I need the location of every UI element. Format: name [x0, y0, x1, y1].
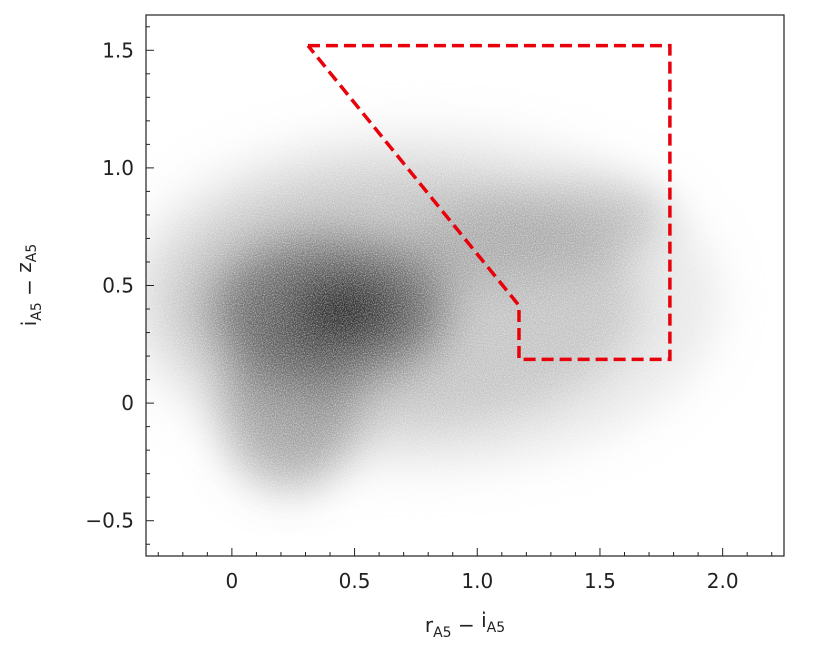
x-axis-label: rA5 − iA5 — [425, 608, 505, 641]
axis-label-part: − — [17, 273, 41, 302]
axis-label-part: i — [481, 608, 487, 632]
y-tick-label: 0 — [121, 391, 134, 415]
axis-label-subscript: A5 — [487, 620, 505, 636]
x-tick-label: 1.5 — [584, 569, 616, 593]
x-tick-label: 0.5 — [339, 569, 371, 593]
x-tick-label: 0 — [226, 569, 239, 593]
axis-label-subscript: A5 — [29, 302, 45, 320]
selection-region — [306, 43, 672, 362]
density-cloud — [146, 15, 784, 556]
x-tick-label: 1.0 — [461, 569, 493, 593]
y-axis-label: iA5 − zA5 — [12, 244, 45, 327]
y-tick-label: 1.0 — [102, 156, 134, 180]
y-tick-label: 1.5 — [102, 38, 134, 62]
axis-label-part: i — [17, 321, 41, 327]
y-tick-label: 0.5 — [102, 274, 134, 298]
axis-label-part: − — [452, 613, 481, 637]
axis-label-subscript: A5 — [433, 625, 451, 641]
axis-label-subscript: A5 — [24, 244, 40, 262]
axis-label-part: z — [12, 262, 36, 273]
x-tick-label: 2.0 — [707, 569, 739, 593]
axis-label-part: r — [425, 613, 434, 637]
y-tick-label: −0.5 — [85, 509, 134, 533]
